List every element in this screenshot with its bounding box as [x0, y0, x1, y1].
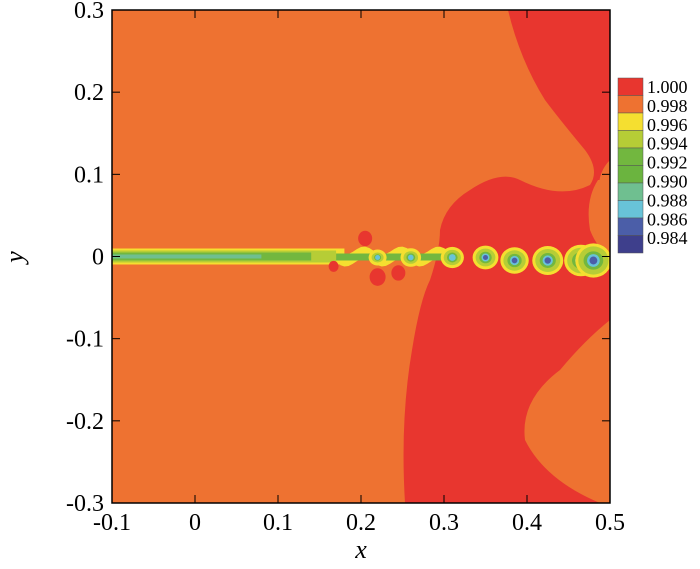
legend-label: 0.984	[647, 228, 688, 248]
legend-swatch	[617, 165, 644, 184]
legend-swatch	[617, 77, 644, 96]
y-tick-label: -0.3	[66, 491, 104, 517]
legend-swatch	[617, 112, 644, 131]
y-tick-label: -0.1	[66, 327, 104, 353]
legend-label: 0.992	[647, 153, 688, 173]
red-blob	[391, 265, 406, 281]
jet-inner	[112, 254, 262, 259]
legend-swatch	[617, 182, 644, 201]
legend-swatch	[617, 200, 644, 219]
vortex-cyan	[407, 254, 414, 261]
vortex-core	[544, 257, 551, 264]
shear-core	[336, 253, 453, 261]
x-tick-label: 0.4	[512, 510, 542, 536]
legend-swatch	[617, 130, 644, 149]
legend-swatch	[617, 217, 644, 236]
legend-label: 0.998	[647, 96, 688, 116]
red-blob	[328, 260, 339, 272]
vortex-core	[589, 256, 598, 265]
x-tick-label: 0	[189, 510, 201, 536]
x-tick-label: 0.1	[263, 510, 293, 536]
legend-label: 1.000	[647, 77, 688, 97]
x-axis-label: x	[354, 535, 367, 564]
legend-swatch	[617, 95, 644, 114]
vortex-cyan	[375, 255, 381, 260]
red-blob	[369, 268, 386, 286]
y-axis-label: y	[0, 251, 29, 266]
x-tick-label: -0.1	[93, 510, 131, 536]
legend-label: 0.986	[647, 209, 688, 229]
legend-label: 0.996	[647, 115, 688, 135]
y-tick-label: 0.1	[74, 162, 104, 188]
legend-label: 0.988	[647, 190, 688, 210]
y-tick-label: 0.2	[74, 80, 104, 106]
y-tick-label: 0	[92, 245, 104, 271]
vortex-cyan	[448, 254, 456, 261]
x-tick-label: 0.5	[595, 510, 625, 536]
vortex-core	[511, 257, 518, 264]
vortex-core	[483, 255, 488, 260]
x-tick-label: 0.2	[346, 510, 376, 536]
x-tick-label: 0.3	[429, 510, 459, 536]
red-blob	[358, 230, 373, 247]
legend-swatch	[617, 147, 644, 166]
y-tick-label: -0.2	[66, 409, 104, 435]
low-density-patch	[588, 180, 610, 251]
legend-label: 0.994	[647, 134, 688, 154]
legend-label: 0.990	[647, 172, 688, 192]
legend-swatch	[617, 235, 644, 254]
y-tick-label: 0.3	[74, 0, 104, 24]
